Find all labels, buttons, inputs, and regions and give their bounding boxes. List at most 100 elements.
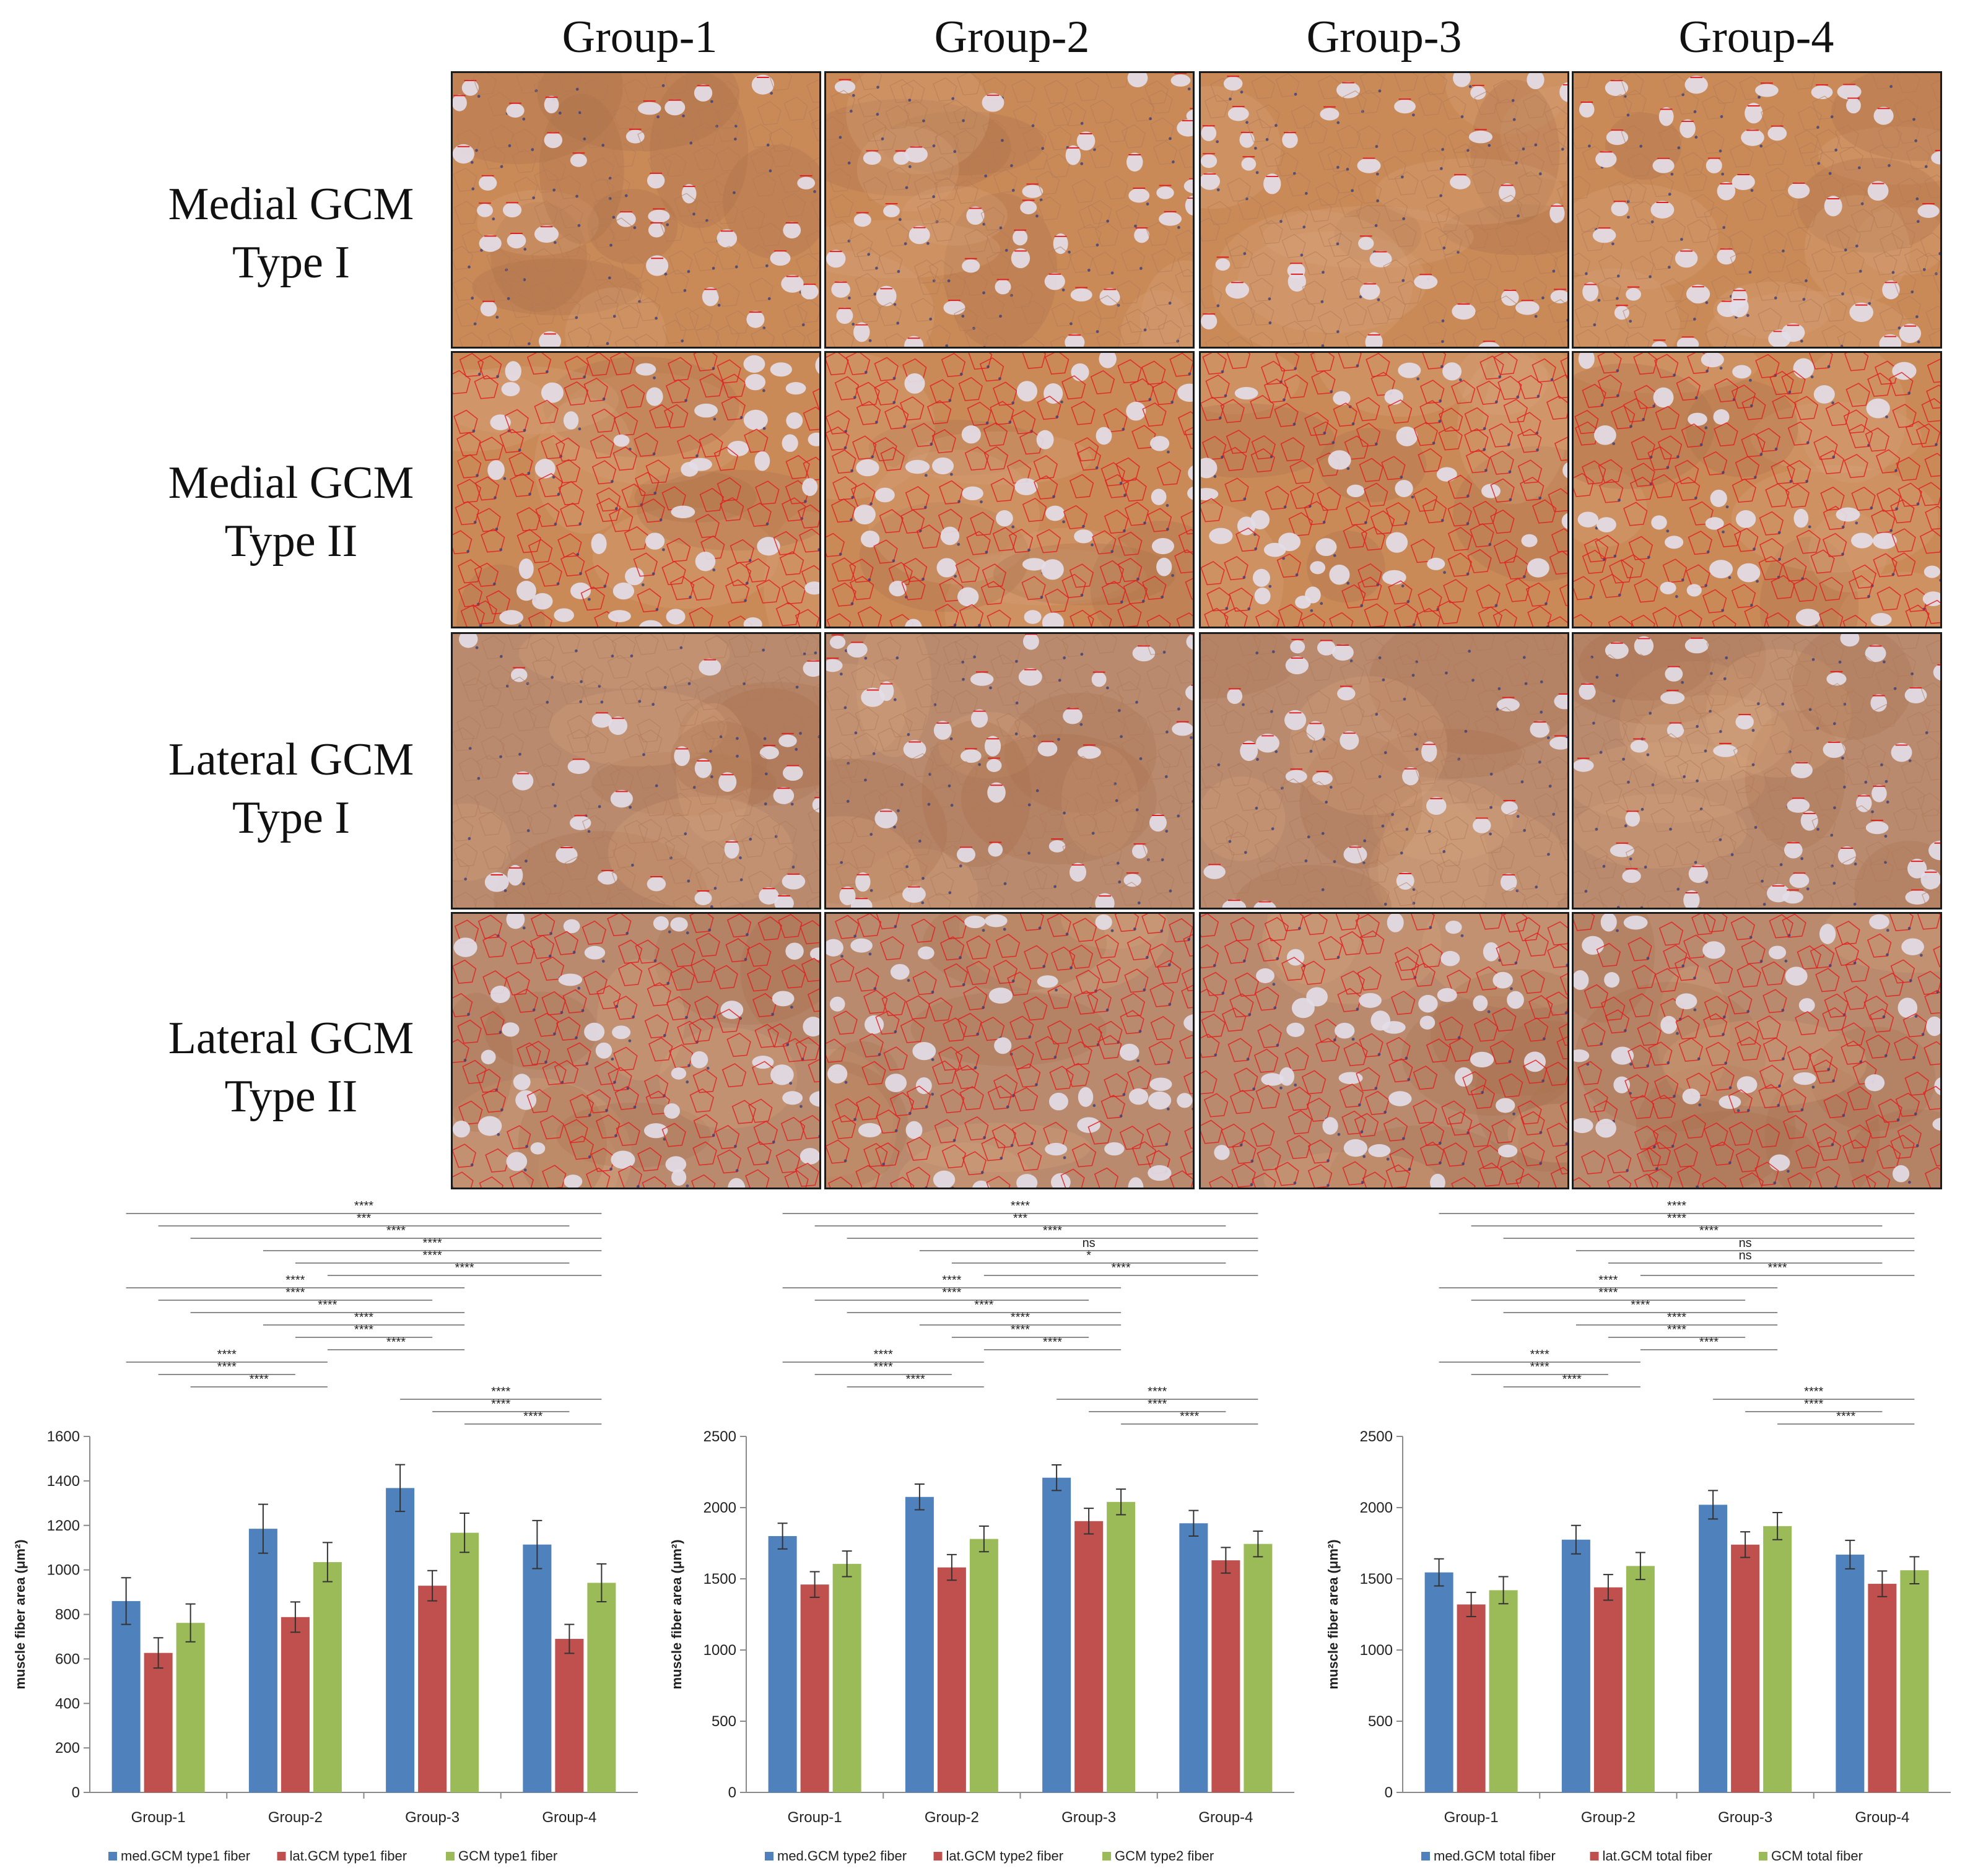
significance-label: **** [423,1236,442,1250]
significance-label: **** [1631,1298,1650,1312]
significance-label: **** [1667,1212,1686,1225]
significance-label: **** [1043,1335,1062,1349]
x-tick-label: Group-3 [1061,1809,1116,1826]
significance-label: **** [318,1298,337,1312]
bar [1424,1572,1453,1792]
legend-label: lat.GCM total fiber [1603,1848,1712,1864]
bar [1042,1477,1071,1792]
y-tick-label: 2000 [1360,1500,1393,1516]
y-tick-label: 2000 [704,1500,736,1516]
y-tick-label: 400 [55,1695,80,1712]
significance-label: **** [1530,1360,1549,1374]
legend-label: lat.GCM type2 fiber [946,1848,1064,1864]
significance-label: *** [357,1212,372,1225]
bar [1593,1587,1623,1792]
significance-label: **** [942,1274,961,1287]
bar [937,1567,966,1792]
bar [418,1586,447,1792]
bar-chart-type1-fiber-area: 0 200 400 600 800 1000 1200 1400 1600 muscle fibe… [0,1195,650,1876]
legend-label: lat.GCM type1 fiber [290,1848,407,1864]
x-tick-label: Group-3 [1718,1809,1772,1826]
row-label-line1: Medial GCM [168,179,414,230]
y-tick-label: 1000 [1360,1642,1393,1659]
chart-svg: 0 500 1000 1500 2000 2500 muscle fiber area (μ… [1325,1199,1951,1864]
legend-swatch [1590,1852,1599,1861]
bar [1836,1554,1865,1792]
row-label-line1: Lateral GCM [168,734,414,785]
bar [111,1600,141,1792]
y-tick-label: 2500 [1360,1428,1393,1445]
legend-label: med.GCM total fiber [1434,1848,1556,1864]
significance-label: **** [942,1286,961,1300]
micrograph-medial-type2-group-4 [1572,351,1942,628]
bar [1107,1501,1136,1792]
bar [523,1544,552,1792]
significance-label: **** [386,1224,406,1238]
x-tick-label: Group-1 [788,1809,842,1826]
bar [1763,1526,1792,1792]
micrograph-lateral-type1-group-1 [451,632,821,910]
bar [555,1639,584,1792]
x-tick-label: Group-3 [405,1809,460,1826]
significance-label: **** [1112,1261,1131,1275]
micrograph-medial-type1-group-1 [451,71,821,349]
micrograph-lateral-type2-group-3 [1199,912,1569,1189]
significance-label: **** [1699,1335,1719,1349]
bar [905,1496,934,1792]
row-label-line1: Lateral GCM [168,1013,414,1064]
legend-label: med.GCM type2 fiber [777,1848,907,1864]
significance-label: **** [285,1286,305,1300]
micrograph-lateral-type2-group-4 [1572,912,1942,1189]
bar [1244,1544,1273,1792]
bar [1868,1584,1897,1792]
legend-swatch [1421,1852,1430,1861]
x-tick-label: Group-2 [268,1809,323,1826]
y-tick-label: 1600 [47,1428,80,1445]
x-tick-label: Group-4 [1198,1809,1253,1826]
chart-svg: 0 200 400 600 800 1000 1200 1400 1600 muscle fibe… [12,1199,638,1864]
column-label-group-3: Group-3 [1306,12,1462,63]
atpase-stained-muscle-section [826,634,1193,908]
chart-svg: 0 500 1000 1500 2000 2500 muscle fiber area (μ… [669,1199,1294,1864]
legend-swatch [1759,1852,1767,1861]
y-tick-label: 0 [728,1784,736,1801]
bar [281,1617,310,1792]
bar [1561,1539,1590,1792]
y-tick-label: 1500 [704,1571,736,1587]
legend-label: GCM type1 fiber [458,1848,557,1864]
significance-label: **** [217,1360,237,1374]
y-tick-label: 1000 [47,1562,80,1579]
bar [176,1623,205,1792]
atpase-stained-muscle-section [1574,73,1940,347]
y-tick-label: 1400 [47,1473,80,1490]
legend-label: GCM total fiber [1771,1848,1863,1864]
y-axis-label: muscle fiber area (μm²) [12,1539,28,1689]
y-tick-label: 1200 [47,1518,80,1534]
legend-swatch [1102,1852,1111,1861]
significance-label: ns [1083,1236,1096,1250]
micrograph-lateral-type1-group-3 [1199,632,1569,910]
significance-label: **** [1148,1397,1167,1411]
legend-swatch [933,1852,943,1861]
bar-chart-type2-fiber-area: 0 500 1000 1500 2000 2500 muscle fiber area (μ… [656,1195,1307,1876]
row-label-medial-type1: Medial GCM Type I [142,175,440,292]
significance-label: **** [423,1249,442,1262]
legend-label: GCM type2 fiber [1115,1848,1214,1864]
column-label-group-1: Group-1 [562,12,718,63]
atpase-stained-muscle-section [1201,914,1567,1188]
significance-label: **** [217,1348,237,1361]
bar [768,1536,797,1792]
y-tick-label: 0 [72,1784,80,1801]
atpase-stained-muscle-section [1201,73,1567,347]
bar [386,1488,415,1792]
significance-label: **** [1011,1323,1030,1337]
y-tick-label: 500 [712,1713,736,1730]
significance-label: **** [1011,1311,1030,1324]
significance-label: ns [1739,1236,1752,1250]
significance-label: **** [1699,1224,1719,1238]
x-tick-label: Group-1 [1444,1809,1499,1826]
significance-label: **** [906,1373,925,1386]
significance-label: **** [354,1323,373,1337]
bar-chart-total-fiber-area: 0 500 1000 1500 2000 2500 muscle fiber area (μ… [1313,1195,1963,1876]
significance-label: **** [491,1397,510,1411]
